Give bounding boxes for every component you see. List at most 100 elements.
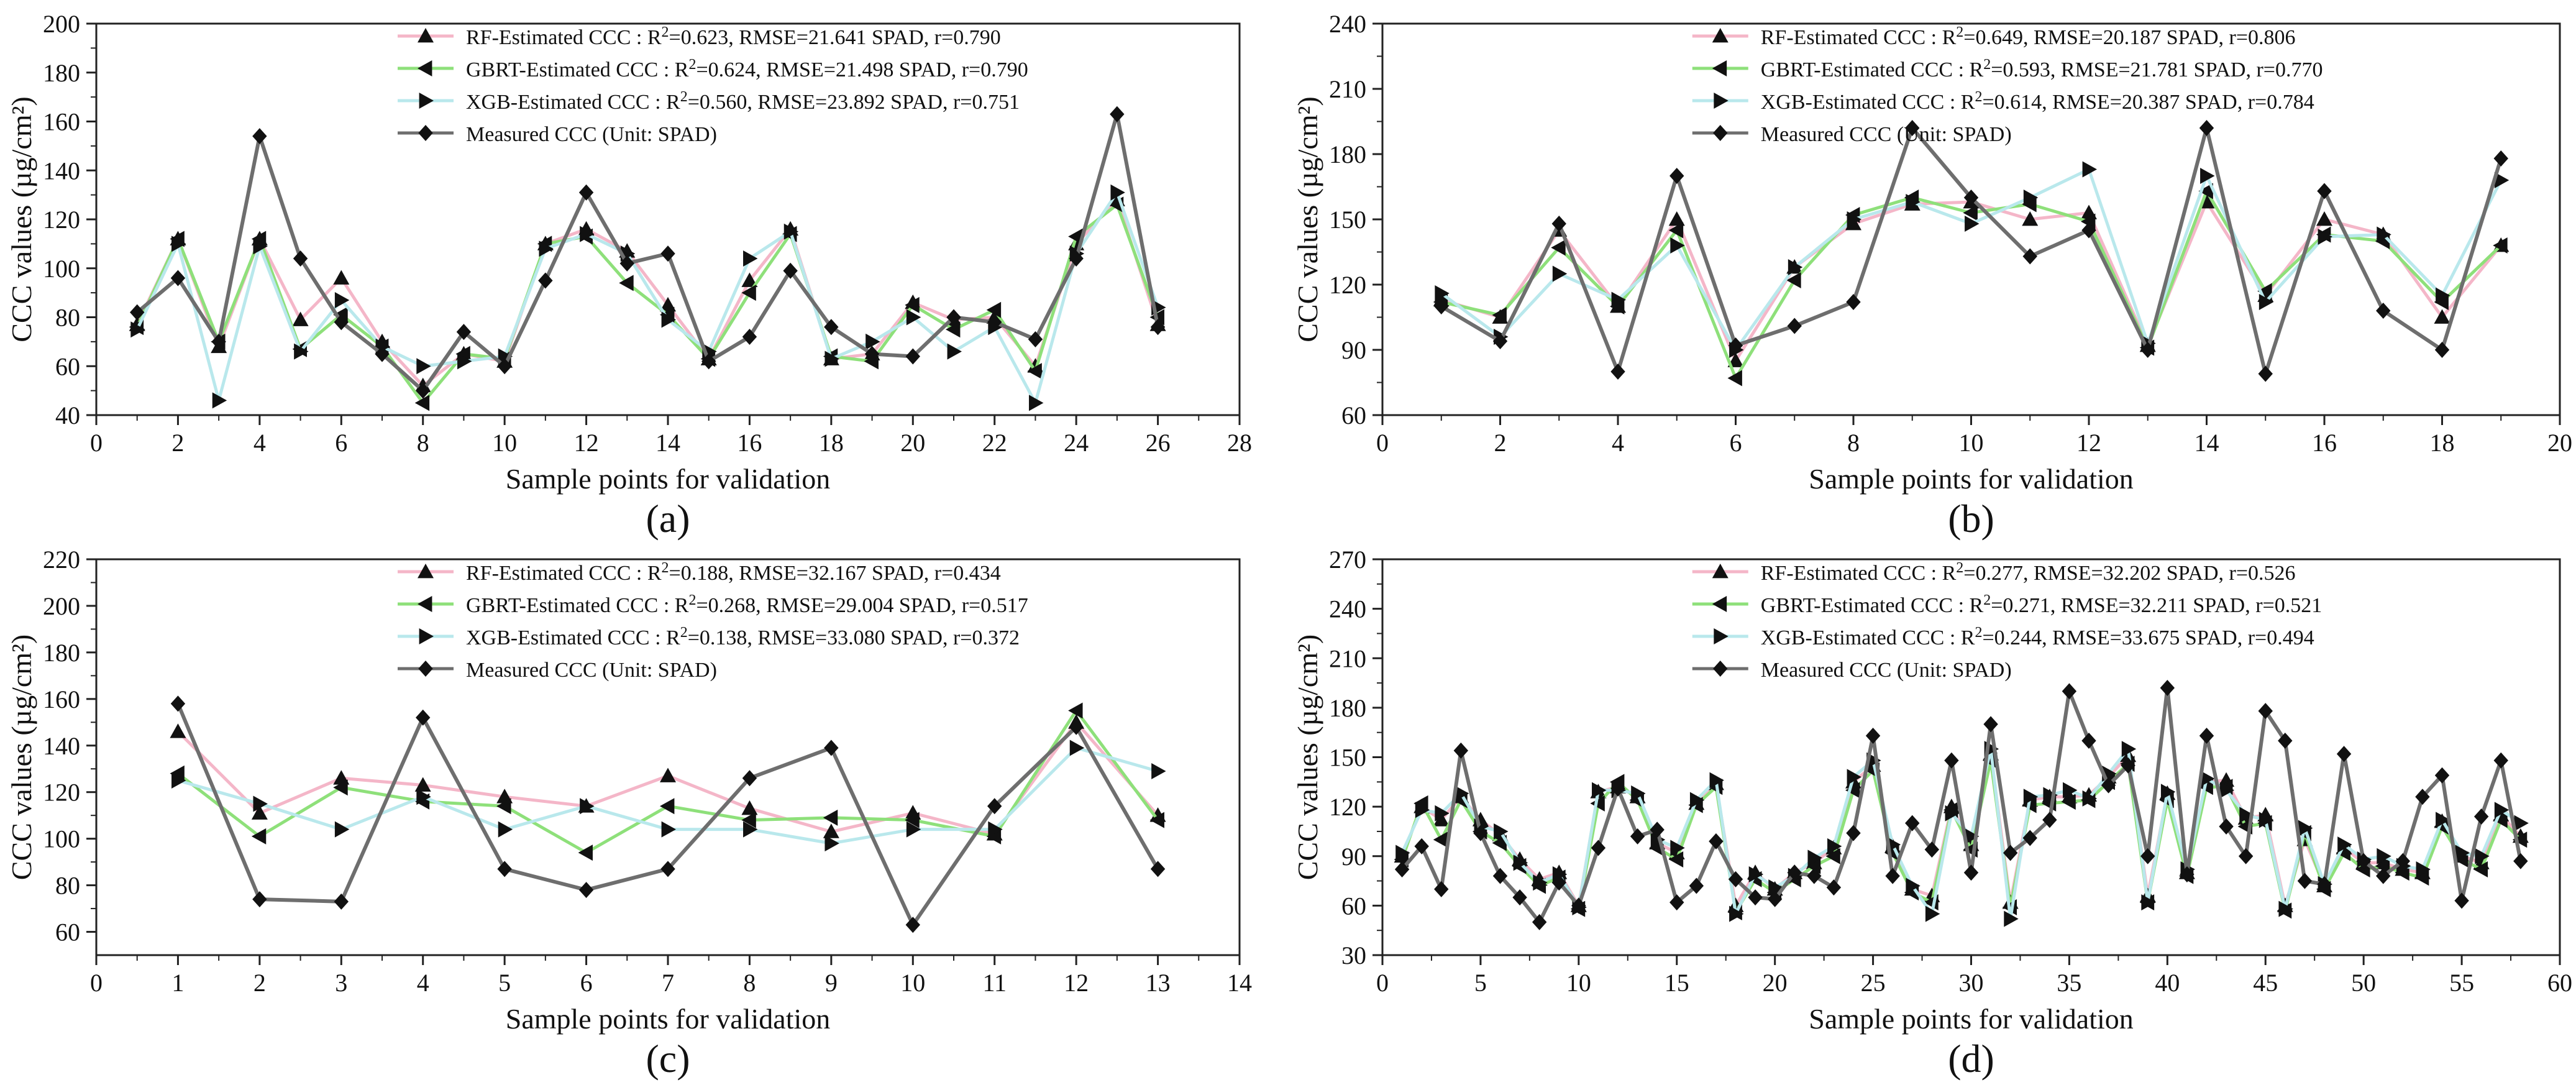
data-point-gbrt [905,296,920,313]
data-point-measured [538,272,553,289]
data-point-xgb [1965,828,1980,845]
data-point-measured [2434,342,2450,358]
data-point-gbrt [660,798,675,815]
data-point-gbrt [2375,858,2390,874]
data-point-measured [2493,752,2508,769]
data-point-rf [251,805,268,820]
data-point-xgb [580,798,595,815]
y-tick-label: 210 [1329,75,1366,103]
data-point-measured [742,329,757,345]
x-tick-label: 0 [90,429,103,457]
data-point-rf [2022,211,2039,226]
data-point-gbrt [1492,307,1507,323]
data-point-measured [1551,216,1566,232]
x-tick-label: 14 [1227,969,1252,997]
data-point-rf [333,270,350,285]
data-point-gbrt [741,285,756,301]
data-point-xgb [743,250,758,267]
data-point-measured [2415,789,2430,805]
data-point-measured [1492,868,1508,884]
data-point-measured [497,358,512,375]
data-point-xgb [1435,805,1450,822]
y-tick-label: 60 [55,352,80,380]
data-point-gbrt [1492,835,1507,851]
y-tick-label: 80 [55,304,80,332]
data-point-xgb [2318,229,2332,245]
data-point-rf [292,311,309,326]
y-tick-label: 100 [43,255,80,283]
y-tick-label: 60 [55,918,80,946]
chart-panel-b: 0 2 4 6 8 10 12 14 16 18 20 60 90 120 150 180 210 240 Samp… [1292,10,2572,541]
legend-marker [1713,125,1728,141]
data-point-measured [2434,767,2450,784]
legend-entry-rf: RF-Estimated CCC : R2=0.188, RMSE=32.167… [466,560,1001,585]
data-point-measured [1728,337,1743,354]
data-point-rf [170,723,186,738]
data-point-xgb [2063,782,2078,799]
x-tick-label: 8 [1847,429,1860,457]
panel-label: (d) [1948,1037,1994,1081]
data-point-xgb [253,795,268,812]
data-point-rf [2316,211,2332,226]
data-point-measured [1650,822,1665,838]
data-point-xgb [2082,790,2097,807]
data-point-xgb [334,821,350,838]
data-point-rf [1727,352,1744,367]
y-tick-label: 100 [43,825,80,853]
legend: RF-Estimated CCC : R2=0.188, RMSE=32.167… [398,560,1028,682]
data-point-xgb [2377,226,2391,243]
data-point-measured [2317,183,2332,199]
data-point-gbrt [2493,237,2508,254]
y-axis-label: CCC values (µg/cm²) [6,96,37,342]
data-point-gbrt [414,395,430,411]
data-point-measured [2493,150,2508,167]
data-point-gbrt [2512,831,2528,848]
x-tick-label: 2 [253,969,266,997]
x-tick-label: 20 [1763,969,1788,997]
data-point-xgb [2200,771,2215,787]
data-point-gbrt [1845,782,1860,799]
panel-label: (c) [646,1037,690,1081]
y-tick-label: 150 [1329,206,1366,234]
data-point-measured [1473,825,1488,841]
data-point-measured [660,245,675,262]
data-point-xgb [2475,848,2490,864]
legend-marker [1714,628,1729,644]
legend-marker [1712,596,1727,612]
data-point-measured [905,348,920,365]
data-point-gbrt [333,779,348,796]
data-point-measured [1963,864,1979,881]
data-point-measured [2258,703,2273,720]
y-tick-label: 90 [1341,843,1366,871]
legend-marker [1714,93,1729,109]
data-point-measured [905,917,920,933]
legend-entry-measured: Measured CCC (Unit: SPAD) [1761,123,2012,146]
data-point-gbrt [946,321,961,338]
data-point-measured [1669,894,1684,911]
data-point-gbrt [170,765,185,782]
data-point-measured [2140,848,2155,864]
data-point-xgb [2416,861,2431,877]
data-point-xgb [334,291,350,308]
series-line-gbrt [135,203,1159,405]
data-point-xgb [1748,866,1764,882]
data-point-measured [2101,777,2116,794]
data-point-xgb [1945,805,1960,822]
data-point-gbrt [2198,183,2213,199]
data-point-xgb [2278,900,2293,917]
data-point-xgb [2436,812,2450,828]
x-tick-label: 12 [1064,969,1089,997]
data-point-rf [414,777,431,792]
data-point-xgb [661,311,676,328]
x-tick-label: 13 [1146,969,1171,997]
x-tick-label: 9 [825,969,838,997]
series-line-xgb [135,191,1159,405]
legend: RF-Estimated CCC : R2=0.277, RMSE=32.202… [1692,560,2322,682]
data-point-measured [578,184,594,201]
data-point-xgb [1395,845,1410,861]
data-point-xgb [1670,237,1685,254]
legend-entry-measured: Measured CCC (Unit: SPAD) [1761,659,2012,682]
legend: RF-Estimated CCC : R2=0.623, RMSE=21.641… [398,24,1028,146]
x-tick-label: 18 [2430,429,2455,457]
x-tick-label: 8 [417,429,429,457]
